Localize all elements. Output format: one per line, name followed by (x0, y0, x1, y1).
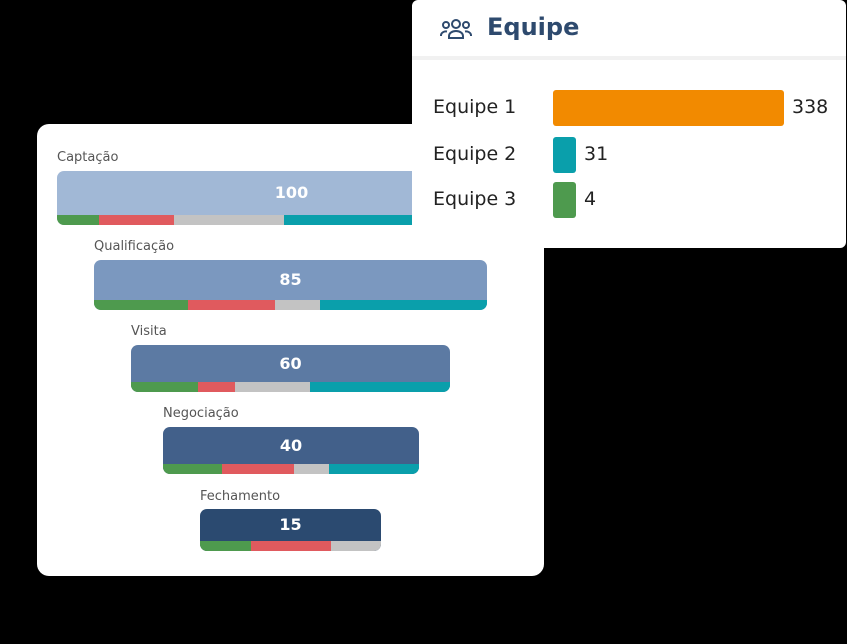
stage-value: 60 (279, 354, 302, 373)
users-icon (440, 19, 472, 39)
stage-segments (57, 215, 526, 225)
team-row-label: Equipe 3 (433, 188, 517, 210)
team-bar (553, 182, 576, 218)
segment-gray (293, 464, 330, 474)
team-bar (553, 137, 576, 173)
segment-green (163, 464, 222, 474)
segment-teal (284, 215, 526, 225)
segment-gray (234, 382, 310, 392)
team-bar-value: 4 (584, 188, 597, 210)
team-bar-value: 338 (792, 96, 829, 118)
stage-bar: 15 (200, 509, 381, 551)
team-row-label: Equipe 2 (433, 143, 517, 165)
stage-label: Captação (57, 150, 119, 165)
segment-gray (331, 541, 381, 551)
stage-bar: 85 (94, 260, 487, 310)
segment-red (250, 541, 332, 551)
segment-red (188, 300, 275, 310)
team-title: Equipe (487, 13, 580, 41)
stage-value: 85 (279, 270, 302, 289)
team-card: Equipe Equipe 1 338 Equipe 2 31 Equipe 3 4 (412, 0, 846, 248)
stage-value: 40 (279, 436, 303, 455)
team-header: Equipe (412, 0, 846, 60)
segment-red (99, 215, 175, 225)
stage-value: 100 (274, 183, 309, 202)
stage-segments (163, 464, 419, 474)
stage-label: Qualificação (94, 239, 175, 254)
segment-green (94, 300, 189, 310)
segment-red (221, 464, 294, 474)
team-bar-value: 31 (584, 143, 609, 165)
stage-label: Negociação (163, 406, 239, 421)
segment-teal (319, 300, 487, 310)
stage-segments (131, 382, 450, 392)
segment-teal (309, 382, 450, 392)
stage-segments (94, 300, 487, 310)
stage-bar: 40 (163, 427, 419, 474)
team-bar (553, 90, 784, 126)
segment-green (57, 215, 100, 225)
segment-green (131, 382, 198, 392)
stage-bar: 60 (131, 345, 450, 392)
segment-red (197, 382, 235, 392)
segment-gray (274, 300, 320, 310)
stage-label: Fechamento (200, 489, 281, 504)
stage-value: 15 (279, 515, 302, 534)
segment-teal (329, 464, 419, 474)
team-row-label: Equipe 1 (433, 96, 517, 118)
segment-green (200, 541, 251, 551)
stage-label: Visita (131, 324, 167, 339)
stage-segments (200, 541, 381, 551)
segment-gray (174, 215, 285, 225)
